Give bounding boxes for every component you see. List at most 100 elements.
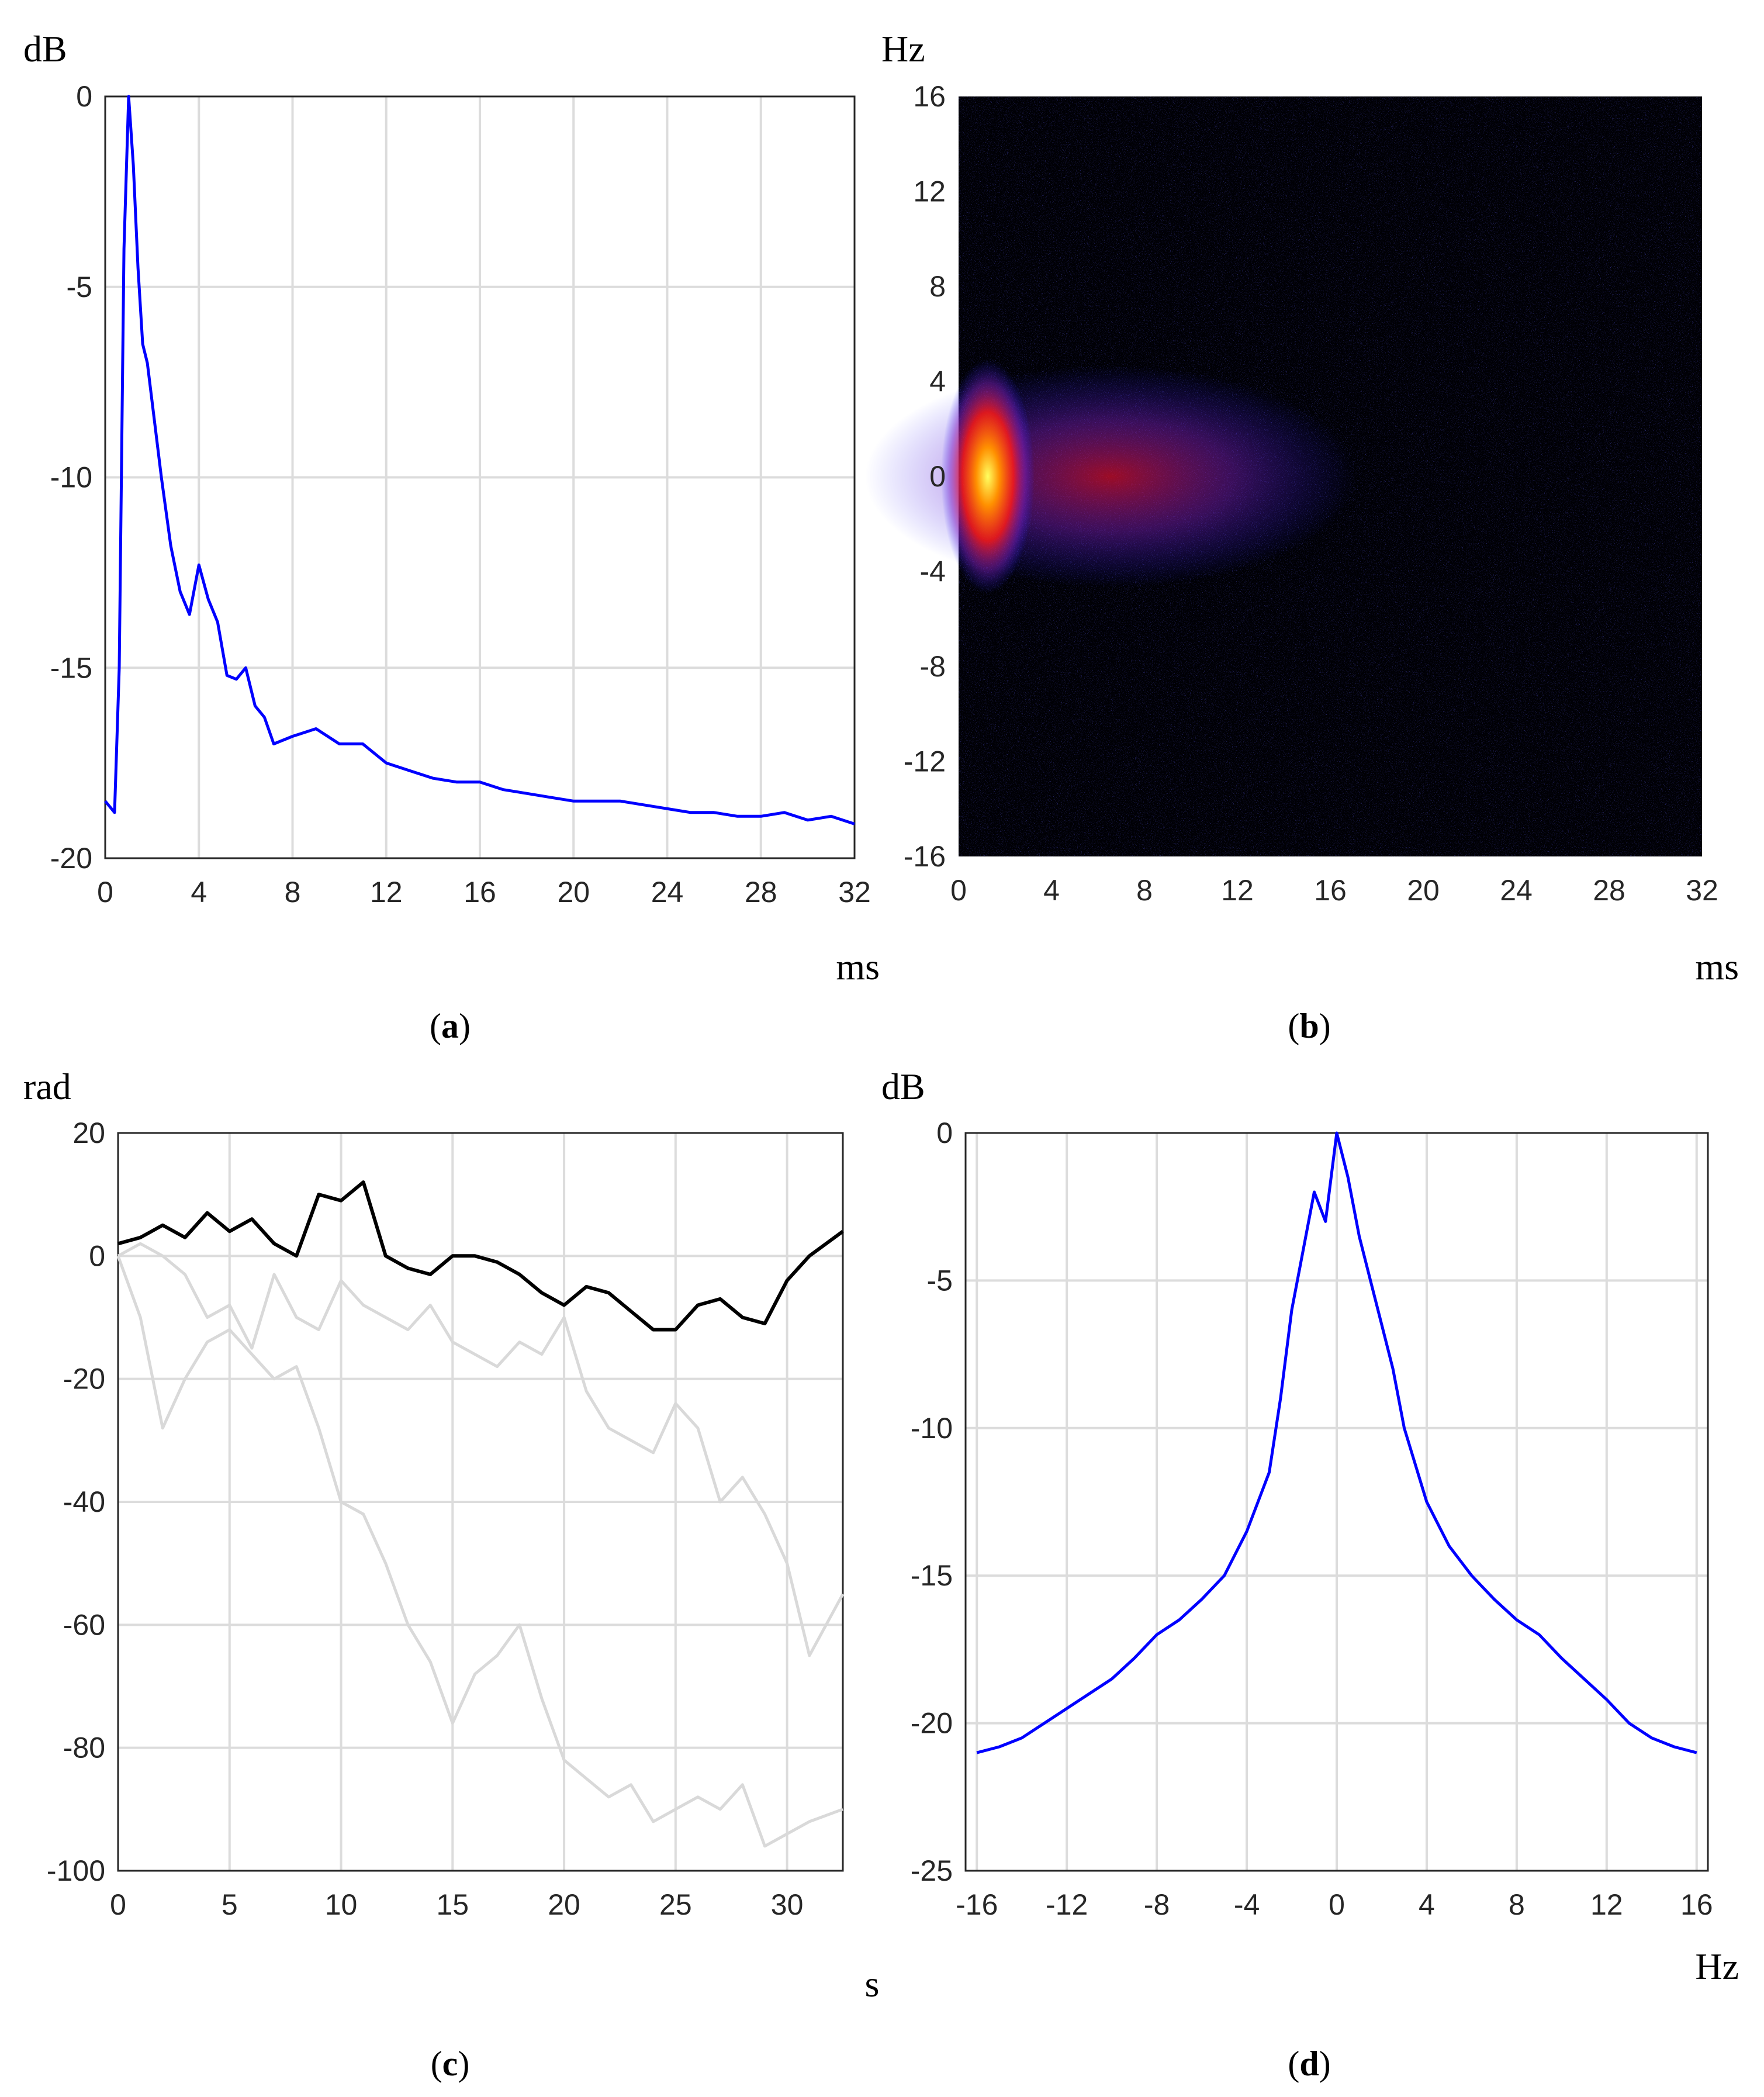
panel-a-ylabel: dB — [23, 28, 67, 70]
y-tick-label: 20 — [72, 1117, 105, 1149]
panel-c-grid — [118, 1133, 843, 1871]
x-tick-label: -16 — [956, 1888, 998, 1921]
x-tick-label: 15 — [436, 1888, 469, 1921]
panel-a-grid — [105, 96, 855, 858]
y-tick-label: 0 — [929, 460, 946, 493]
y-tick-label: -25 — [911, 1854, 953, 1887]
x-tick-label: 16 — [1680, 1888, 1713, 1921]
panel-d-ylabel: dB — [881, 1066, 925, 1107]
panel-a-ticks: 0 4 8 12 16 20 24 28 32 0 -5 -10 -15 -20 — [50, 80, 871, 908]
x-tick-label: 8 — [1509, 1888, 1525, 1921]
y-tick-label: -20 — [911, 1707, 953, 1740]
x-tick-label: 10 — [325, 1888, 358, 1921]
y-tick-label: -20 — [63, 1363, 105, 1395]
panel-a-series — [104, 95, 855, 825]
x-tick-label: 28 — [1593, 874, 1625, 907]
y-tick-label: -100 — [47, 1854, 105, 1887]
x-tick-label: 0 — [950, 874, 967, 907]
y-tick-label: 16 — [913, 80, 946, 113]
y-tick-label: -4 — [920, 555, 946, 588]
x-tick-label: 30 — [771, 1888, 804, 1921]
panel-a-caption: (a) — [430, 1007, 471, 1045]
panel-c-caption: (c) — [431, 2044, 470, 2083]
y-tick-label: -15 — [911, 1559, 953, 1592]
y-tick-label: 0 — [89, 1239, 105, 1272]
y-tick-label: -16 — [904, 840, 946, 873]
y-tick-label: -60 — [63, 1608, 105, 1641]
x-tick-label: 16 — [464, 876, 496, 908]
x-tick-label: 5 — [222, 1888, 238, 1921]
y-tick-label: 12 — [913, 175, 946, 208]
x-tick-label: 4 — [1043, 874, 1060, 907]
panel-a-caption-letter: a — [441, 1007, 459, 1045]
x-tick-label: 8 — [1136, 874, 1153, 907]
y-tick-label: 4 — [929, 365, 946, 398]
panel-a: 0 4 8 12 16 20 24 28 32 0 -5 -10 -15 -20 dB ms (a) — [23, 28, 880, 1045]
x-tick-label: 8 — [285, 876, 301, 908]
x-tick-label: 32 — [838, 876, 871, 908]
x-tick-label: 32 — [1686, 874, 1718, 907]
y-tick-label: -15 — [50, 651, 92, 684]
panel-b-caption-letter: b — [1299, 1007, 1319, 1045]
panel-b-caption: (b) — [1288, 1007, 1330, 1045]
panel-c-ticks: 0 5 10 15 20 25 30 20 0 -20 -40 -60 -80 -100 — [47, 1117, 804, 1921]
y-tick-label: -10 — [50, 461, 92, 494]
panel-d-xlabel: Hz — [1695, 1946, 1739, 1987]
panel-a-xlabel: ms — [836, 946, 880, 987]
x-tick-label: 25 — [659, 1888, 692, 1921]
panel-b-ticks: 0 4 8 12 16 20 24 28 32 16 12 8 4 0 -4 -8 -12 -16 — [904, 80, 1718, 907]
x-tick-label: 0 — [110, 1888, 126, 1921]
series-line-1 — [117, 1180, 844, 1332]
y-tick-label: -8 — [920, 650, 946, 683]
panel-b-xlabel: ms — [1695, 946, 1739, 987]
panel-c-frame — [117, 1132, 844, 1872]
panel-b-ylabel: Hz — [881, 28, 925, 70]
y-tick-label: 8 — [929, 270, 946, 303]
y-tick-label: -5 — [927, 1264, 953, 1297]
x-tick-label: 24 — [651, 876, 684, 908]
panel-c-xlabel: s — [865, 1963, 880, 2005]
series-line-3 — [116, 1255, 843, 1848]
x-tick-label: 12 — [1221, 874, 1254, 907]
panel-b-hotspot — [941, 360, 1035, 593]
panel-c-caption-letter: c — [442, 2044, 458, 2083]
panel-d: -16 -12 -8 -4 0 4 8 12 16 0 -5 -10 -15 -20 -25 dB Hz (… — [881, 1066, 1739, 2083]
x-tick-label: 12 — [1590, 1888, 1623, 1921]
y-tick-label: -20 — [50, 842, 92, 875]
y-tick-label: -40 — [63, 1485, 105, 1518]
panel-c-ylabel: rad — [23, 1066, 71, 1107]
y-tick-label: -12 — [904, 745, 946, 778]
panel-b: 0 4 8 12 16 20 24 28 32 16 12 8 4 0 -4 -8 -12 -16 Hz ms (… — [865, 28, 1739, 1045]
x-tick-label: 24 — [1500, 874, 1533, 907]
series-line-1 — [104, 95, 855, 825]
panel-a-frame — [104, 95, 856, 859]
x-tick-label: 4 — [1419, 1888, 1435, 1921]
panel-d-caption-letter: d — [1299, 2044, 1319, 2083]
x-tick-label: 28 — [745, 876, 777, 908]
y-tick-label: -5 — [67, 271, 92, 303]
y-tick-label: -10 — [911, 1412, 953, 1445]
x-tick-label: 0 — [97, 876, 113, 908]
y-tick-label: -80 — [63, 1732, 105, 1764]
panel-c: 0 5 10 15 20 25 30 20 0 -20 -40 -60 -80 -100 rad s (c… — [23, 1066, 879, 2083]
x-tick-label: 20 — [557, 876, 590, 908]
panel-d-grid — [966, 1133, 1708, 1871]
panel-c-series — [116, 1180, 845, 1848]
y-tick-label: 0 — [936, 1117, 953, 1149]
panel-d-ticks: -16 -12 -8 -4 0 4 8 12 16 0 -5 -10 -15 -20 -25 — [911, 1117, 1713, 1921]
series-line-2 — [117, 1242, 845, 1657]
x-tick-label: -12 — [1046, 1888, 1088, 1921]
series-line-1 — [976, 1131, 1697, 1754]
x-tick-label: 20 — [548, 1888, 580, 1921]
x-tick-label: 12 — [370, 876, 403, 908]
x-tick-label: 0 — [1329, 1888, 1345, 1921]
x-tick-label: 20 — [1407, 874, 1440, 907]
x-tick-label: -4 — [1234, 1888, 1260, 1921]
x-tick-label: 4 — [191, 876, 207, 908]
y-tick-label: 0 — [76, 80, 92, 113]
x-tick-label: 16 — [1314, 874, 1347, 907]
x-tick-label: -8 — [1144, 1888, 1170, 1921]
panel-d-series — [976, 1131, 1697, 1754]
panel-d-caption: (d) — [1288, 2044, 1330, 2083]
